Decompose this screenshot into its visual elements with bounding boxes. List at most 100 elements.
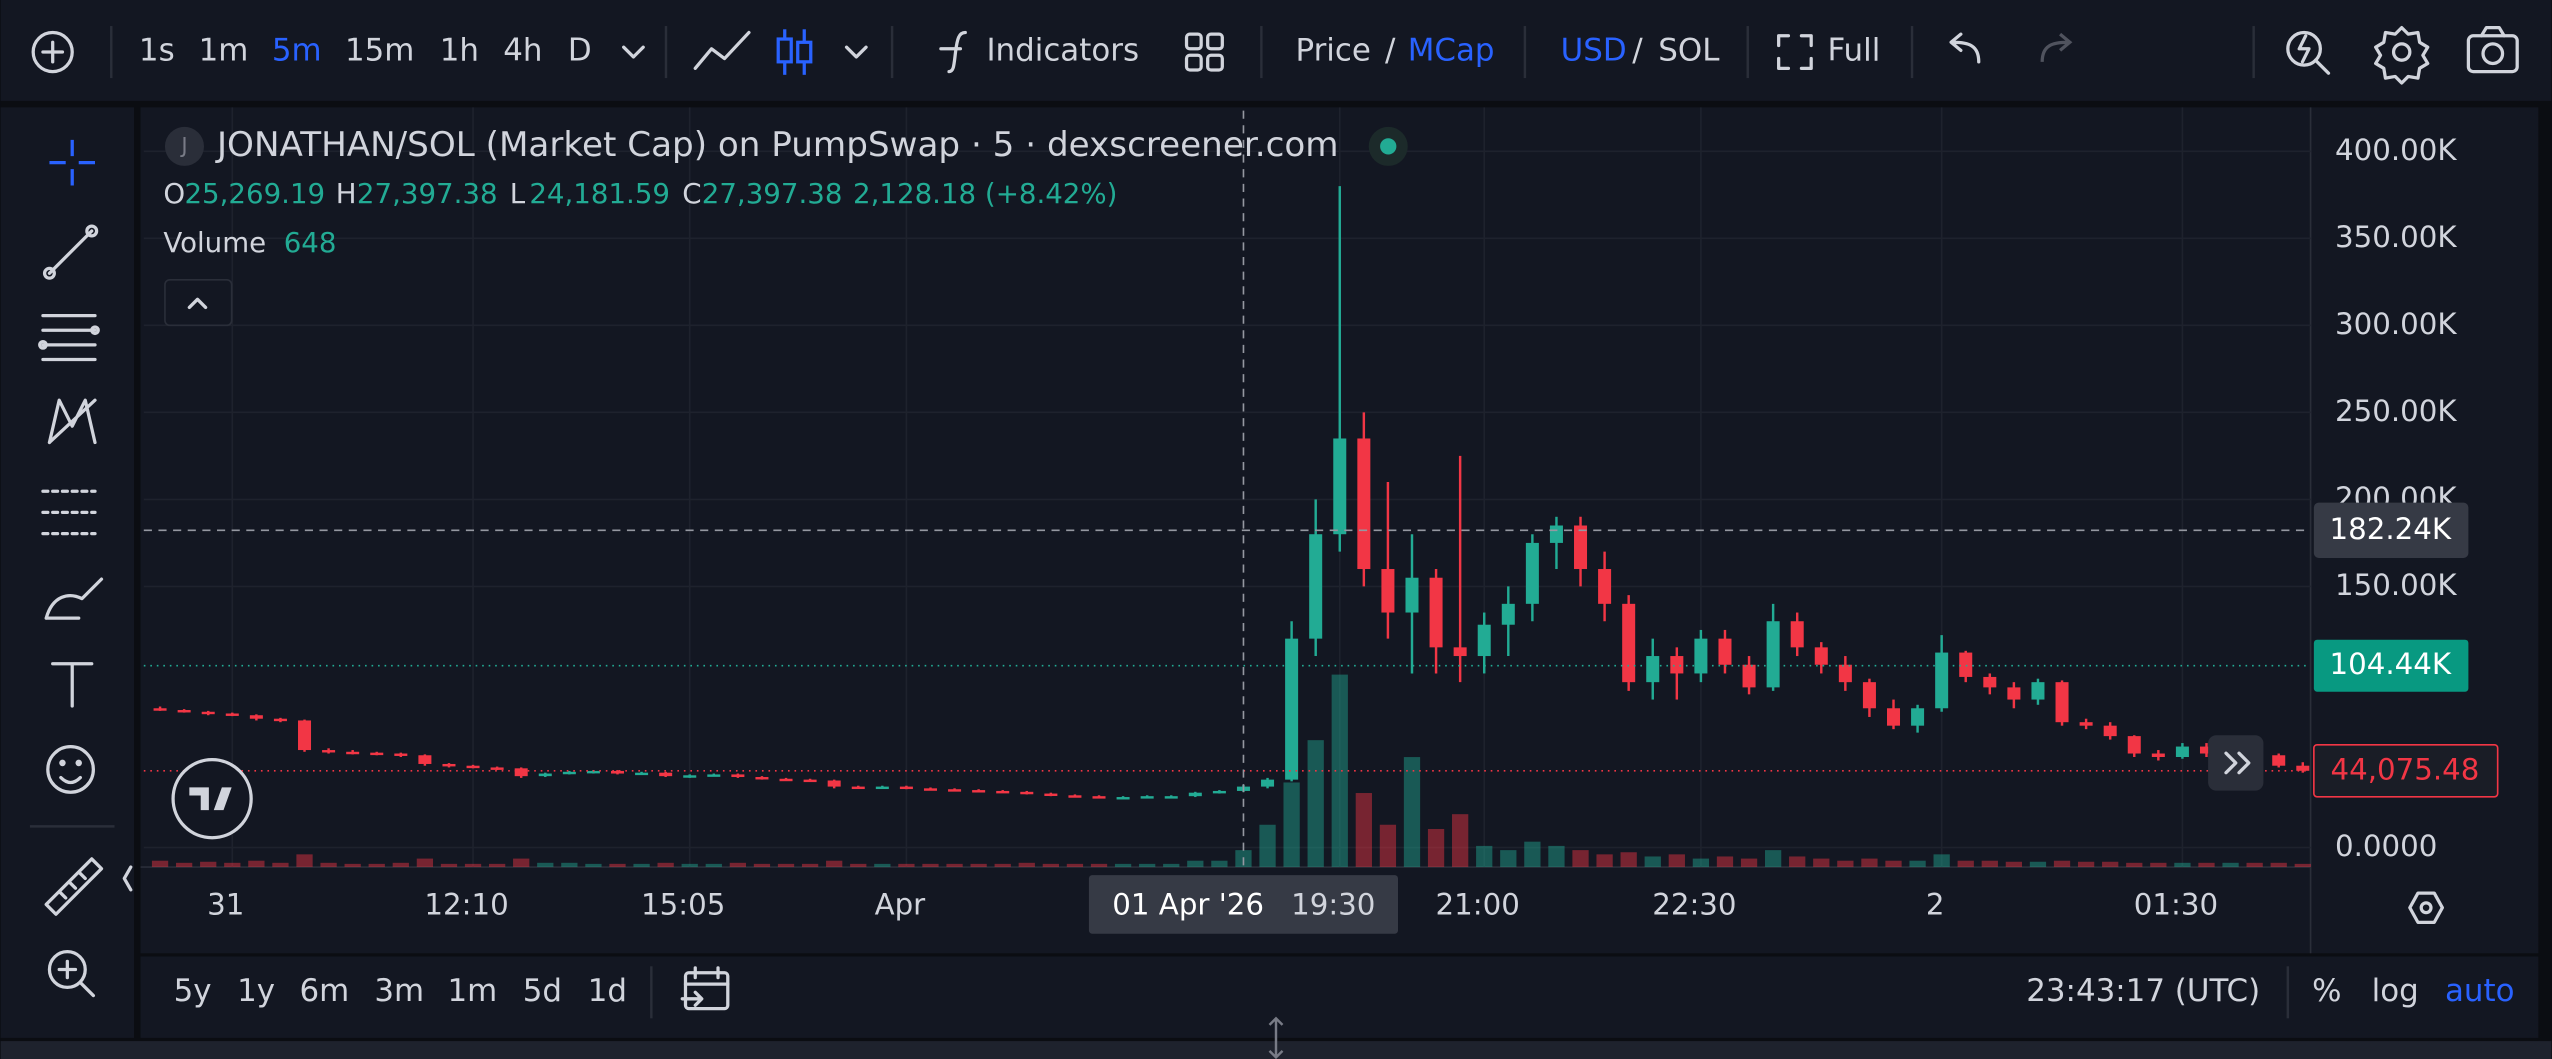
indicators-button[interactable]: Indicators [986, 33, 1139, 69]
interval-button[interactable]: D [568, 33, 592, 69]
candle-body [659, 772, 673, 777]
settings-icon[interactable] [2374, 26, 2430, 85]
candle-body [1140, 796, 1154, 799]
volume-bar [1548, 845, 1565, 868]
usd-toggle[interactable]: USD [1561, 33, 1627, 69]
zoom-tool[interactable] [47, 950, 95, 998]
crosshair-time-label: 01 Apr '26 [1112, 888, 1264, 922]
volume-bar [2222, 862, 2239, 868]
x-tick-label: 12:10 [424, 888, 508, 922]
collapse-toolbar[interactable] [122, 865, 133, 892]
volume-bar [874, 863, 891, 868]
sol-toggle[interactable]: SOL [1658, 33, 1720, 69]
volume-bar [464, 863, 482, 868]
interval-button[interactable]: 5m [272, 33, 322, 69]
candle-body [1598, 569, 1612, 604]
log-toggle[interactable]: log [2372, 973, 2419, 1009]
candle-body [1092, 796, 1106, 799]
crosshair-time-badge [1088, 875, 1399, 934]
candle-body [1429, 577, 1443, 648]
interval-button[interactable]: 15m [345, 33, 414, 69]
brush-tool[interactable] [44, 577, 104, 620]
range-button[interactable]: 1m [448, 973, 498, 1009]
go-to-date-icon[interactable] [680, 966, 730, 1011]
candle-body [1574, 525, 1588, 570]
auto-toggle[interactable]: auto [2445, 973, 2515, 1009]
volume-bar [1692, 858, 1710, 868]
axis-settings-icon[interactable] [2408, 891, 2444, 924]
range-button[interactable]: 6m [299, 973, 349, 1009]
collapse-legend[interactable] [164, 278, 233, 327]
interval-button[interactable]: 1s [139, 33, 175, 69]
range-button[interactable]: 5y [174, 973, 212, 1009]
candle-body [1838, 664, 1852, 683]
intervals-dropdown[interactable] [622, 45, 645, 59]
candle-body [1694, 638, 1708, 674]
drawing-toolbar [0, 107, 135, 1038]
candle-body [1646, 656, 1660, 683]
symbol-initial: J [179, 132, 187, 157]
range-button[interactable]: 1y [237, 973, 275, 1009]
volume-bar [1813, 858, 1830, 868]
candle-body [2175, 746, 2189, 758]
legend-title: JONATHAN/SOL (Market Cap) on PumpSwap · … [215, 125, 1339, 165]
candle-chart-icon[interactable] [776, 29, 813, 75]
interval-button[interactable]: 1h [440, 33, 479, 69]
volume-bar [1740, 858, 1758, 868]
fullscreen-icon[interactable] [1777, 34, 1813, 70]
volume-bar [1066, 863, 1084, 868]
pattern-tool[interactable] [47, 398, 97, 445]
fib-tool[interactable] [38, 313, 100, 362]
line-chart-icon[interactable] [693, 30, 751, 70]
candle-body [707, 774, 721, 777]
candle-body [948, 789, 962, 792]
current-price-badge [2313, 743, 2499, 798]
volume-bar [1837, 860, 1854, 868]
mcap-toggle[interactable]: MCap [1408, 33, 1495, 69]
volume-bar [2077, 861, 2095, 868]
candle-body [1453, 647, 1467, 657]
undo-icon[interactable] [1949, 32, 1981, 64]
volume-bar [585, 863, 602, 868]
text-tool[interactable] [51, 662, 94, 708]
volume-bar [2029, 861, 2047, 868]
emoji-tool[interactable] [46, 745, 95, 794]
x-tick-label: 31 [207, 888, 244, 922]
volume-bar [368, 863, 385, 868]
candle-body [1164, 796, 1178, 799]
interval-button[interactable]: 1m [199, 33, 249, 69]
chart-type-dropdown[interactable] [844, 45, 868, 59]
volume-bar [1716, 856, 1734, 868]
volume-bar [224, 862, 241, 868]
trend-line-tool[interactable] [42, 224, 99, 280]
crosshair-tool[interactable] [49, 139, 95, 186]
layouts-icon[interactable] [1184, 32, 1224, 72]
interval-button[interactable]: 4h [503, 33, 542, 69]
range-button[interactable]: 5d [523, 973, 562, 1009]
candle-body [273, 718, 287, 722]
prediction-tool[interactable] [41, 489, 97, 536]
tradingview-logo [171, 758, 253, 840]
quick-search-icon[interactable] [2286, 30, 2331, 75]
resize-handle[interactable] [1268, 1016, 1284, 1059]
volume-bar [1355, 793, 1372, 868]
ohlc-value: 27,397.38 [702, 177, 843, 210]
volume-bar [753, 863, 771, 868]
candle-body [610, 770, 625, 774]
volume-bar [1114, 863, 1132, 868]
fx-icon[interactable] [939, 30, 967, 74]
snapshot-icon[interactable] [2466, 26, 2519, 74]
volume-bar [1211, 860, 1228, 868]
redo-icon [2040, 32, 2073, 62]
volume-bar [1331, 674, 1348, 868]
range-button[interactable]: 1d [588, 973, 627, 1009]
ruler-tool[interactable] [44, 857, 104, 916]
candle-body [249, 715, 263, 719]
range-button[interactable]: 3m [374, 973, 424, 1009]
price-toggle[interactable]: Price [1296, 33, 1371, 69]
volume-bar [729, 862, 747, 868]
full-button[interactable]: Full [1827, 33, 1880, 69]
percent-toggle[interactable]: % [2312, 973, 2341, 1009]
candle-body [972, 790, 986, 793]
add-symbol-icon[interactable] [31, 30, 74, 74]
